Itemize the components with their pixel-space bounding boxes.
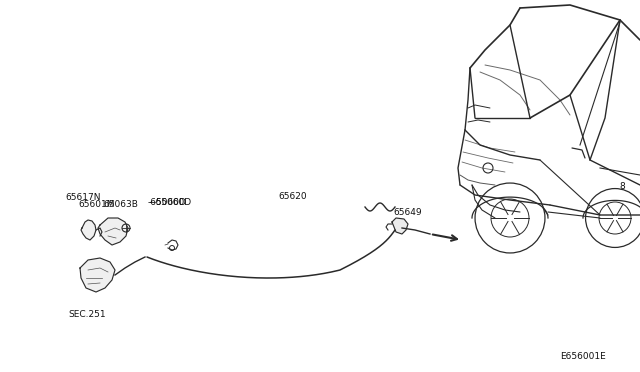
Text: E656001E: E656001E bbox=[560, 352, 605, 361]
Text: −65060D: −65060D bbox=[148, 198, 191, 207]
Text: 65601M: 65601M bbox=[78, 200, 115, 209]
Polygon shape bbox=[80, 258, 115, 292]
Text: 65063B: 65063B bbox=[103, 200, 138, 209]
Polygon shape bbox=[81, 220, 96, 240]
Text: -65060D: -65060D bbox=[148, 198, 187, 207]
Polygon shape bbox=[392, 218, 408, 234]
Text: 65649: 65649 bbox=[393, 208, 422, 217]
Text: 65620: 65620 bbox=[278, 192, 307, 201]
Polygon shape bbox=[98, 218, 128, 245]
Text: 8: 8 bbox=[619, 182, 625, 191]
Text: SEC.251: SEC.251 bbox=[68, 310, 106, 319]
Text: 65617N: 65617N bbox=[65, 193, 100, 202]
